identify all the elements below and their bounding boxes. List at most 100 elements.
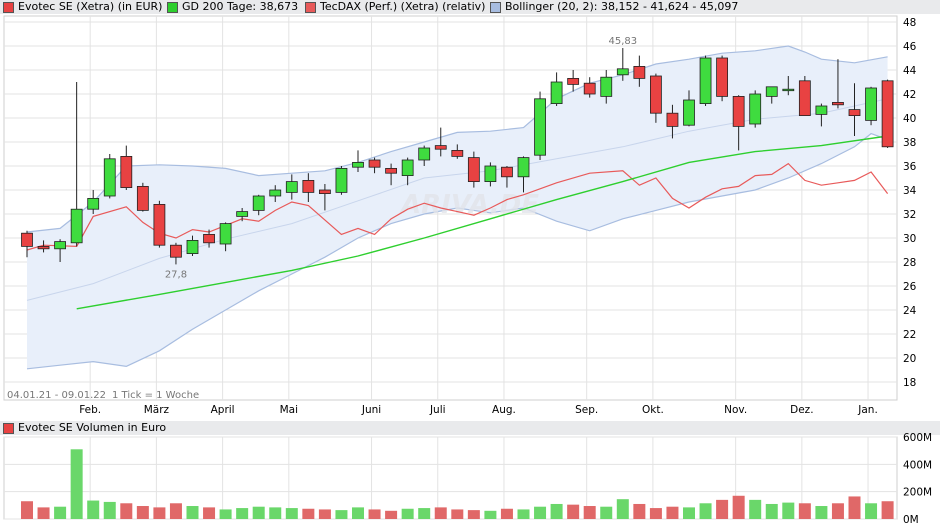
candle <box>385 163 398 186</box>
candle <box>534 91 546 160</box>
candle <box>451 144 464 159</box>
candle-body <box>37 245 50 250</box>
price-frame <box>3 15 898 401</box>
candle-body <box>699 57 712 104</box>
candle <box>815 103 828 127</box>
legend-volume-swatch <box>3 422 14 434</box>
volume-bar <box>534 506 547 519</box>
price-tick-label: 46 <box>903 41 917 53</box>
price-tick-label: 44 <box>903 65 917 77</box>
legend-bollinger[interactable]: Bollinger (20, 2): 38,152 - 41,624 - 45,… <box>487 0 738 14</box>
annotation-low: 27,8 <box>165 269 187 280</box>
candle <box>517 156 530 193</box>
volume-bar <box>451 509 464 519</box>
candle <box>186 235 199 256</box>
candle <box>203 229 215 248</box>
candle-body <box>616 68 629 76</box>
legend-main-swatch <box>3 1 14 13</box>
candle <box>434 127 447 157</box>
x-axis: Feb. März April Mai Juni Juli Aug. Sep. Okt. Nov.… <box>79 404 878 416</box>
candle <box>21 230 33 258</box>
volume-bar <box>368 509 381 519</box>
volume-bar <box>815 506 828 519</box>
candle <box>87 190 100 214</box>
month-label: Juli <box>429 404 446 416</box>
price-tick-label: 38 <box>903 137 916 149</box>
legend-tecdax[interactable]: TecDAX (Perf.) (Xetra) (relativ) <box>302 0 485 14</box>
candle <box>765 86 778 104</box>
candle <box>120 145 133 190</box>
candle-body <box>186 239 199 254</box>
candle-body <box>302 179 315 193</box>
candle-body <box>236 211 249 217</box>
volume-bar <box>136 506 149 519</box>
candle <box>252 194 265 216</box>
candle <box>583 77 596 98</box>
volume-bar <box>285 508 298 519</box>
candle <box>285 174 298 200</box>
month-label: April <box>211 404 235 416</box>
candle-body <box>484 165 497 182</box>
legend-gd200-swatch <box>167 1 178 13</box>
candles <box>21 48 894 265</box>
volume-bar <box>219 509 232 519</box>
candle-body <box>848 109 861 116</box>
volume-bar <box>120 503 133 519</box>
candle <box>666 104 679 139</box>
candle-body <box>70 208 83 244</box>
legend-bollinger-label: Bollinger (20, 2): 38,152 - 41,624 - 45,… <box>505 0 739 13</box>
volume-axis: 0M 200M 400M 600M <box>903 432 932 526</box>
price-tick-label: 20 <box>903 353 916 365</box>
candle <box>70 82 83 247</box>
price-tick-label: 34 <box>903 185 917 197</box>
legend-bar: Evotec SE (Xetra) (in EUR) GD 200 Tage: … <box>0 0 940 14</box>
volume-bar <box>269 507 282 519</box>
volume-bar <box>848 496 861 519</box>
volume-bar <box>434 507 447 519</box>
volume-bar <box>169 503 182 519</box>
candle <box>865 86 877 126</box>
volume-bar <box>252 506 265 519</box>
candle-body <box>881 80 894 148</box>
legend-volume: Evotec SE Volumen in Euro <box>0 421 166 435</box>
candle-body <box>732 96 745 127</box>
candle-body <box>21 232 33 247</box>
legend-main[interactable]: Evotec SE (Xetra) (in EUR) <box>0 0 162 14</box>
month-label: Feb. <box>79 404 101 416</box>
volume-bar <box>666 506 679 519</box>
volume-bar <box>153 507 166 519</box>
month-label: Jan. <box>857 404 878 416</box>
candle <box>716 55 728 102</box>
volume-bar <box>401 508 414 519</box>
candle-body <box>136 185 149 211</box>
volume-bar <box>21 501 33 519</box>
month-label: Mai <box>280 404 298 416</box>
volume-bar <box>418 508 431 519</box>
gd200-line <box>76 135 888 310</box>
bollinger-upper-line <box>26 45 888 233</box>
candle <box>418 145 431 166</box>
candle <box>236 208 249 222</box>
volume-bar <box>37 507 50 519</box>
volume-bar <box>70 449 83 519</box>
legend-tecdax-label: TecDAX (Perf.) (Xetra) (relativ) <box>320 0 486 13</box>
candle <box>335 166 348 195</box>
volume-bar <box>865 503 878 519</box>
candle <box>683 90 695 127</box>
volume-bar <box>881 501 894 519</box>
volume-bar <box>699 503 712 519</box>
candle-body <box>583 82 596 95</box>
annotation-high: 45,83 <box>608 36 637 47</box>
candle-body <box>865 87 877 121</box>
candle <box>650 73 662 123</box>
volume-bar <box>103 501 116 519</box>
legend-gd200[interactable]: GD 200 Tage: 38,673 <box>164 0 298 14</box>
month-label: Sep. <box>575 404 598 416</box>
volume-bar <box>716 499 729 519</box>
volume-tick-label: 200M <box>903 487 932 499</box>
volume-bar <box>186 506 199 519</box>
volume-bar <box>567 504 580 519</box>
volume-bar <box>87 500 100 519</box>
candle <box>54 239 66 262</box>
